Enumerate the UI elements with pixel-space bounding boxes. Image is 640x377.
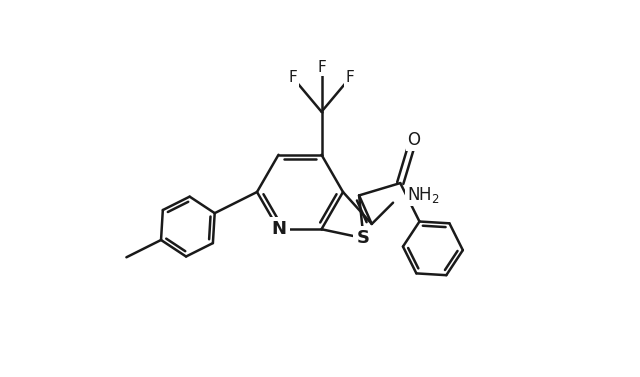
Text: O: O	[407, 131, 420, 149]
Text: N: N	[271, 220, 286, 238]
Text: F: F	[346, 70, 355, 85]
Text: F: F	[289, 70, 297, 85]
Text: NH$_2$: NH$_2$	[407, 185, 440, 205]
Text: F: F	[317, 60, 326, 75]
Text: S: S	[357, 229, 370, 247]
